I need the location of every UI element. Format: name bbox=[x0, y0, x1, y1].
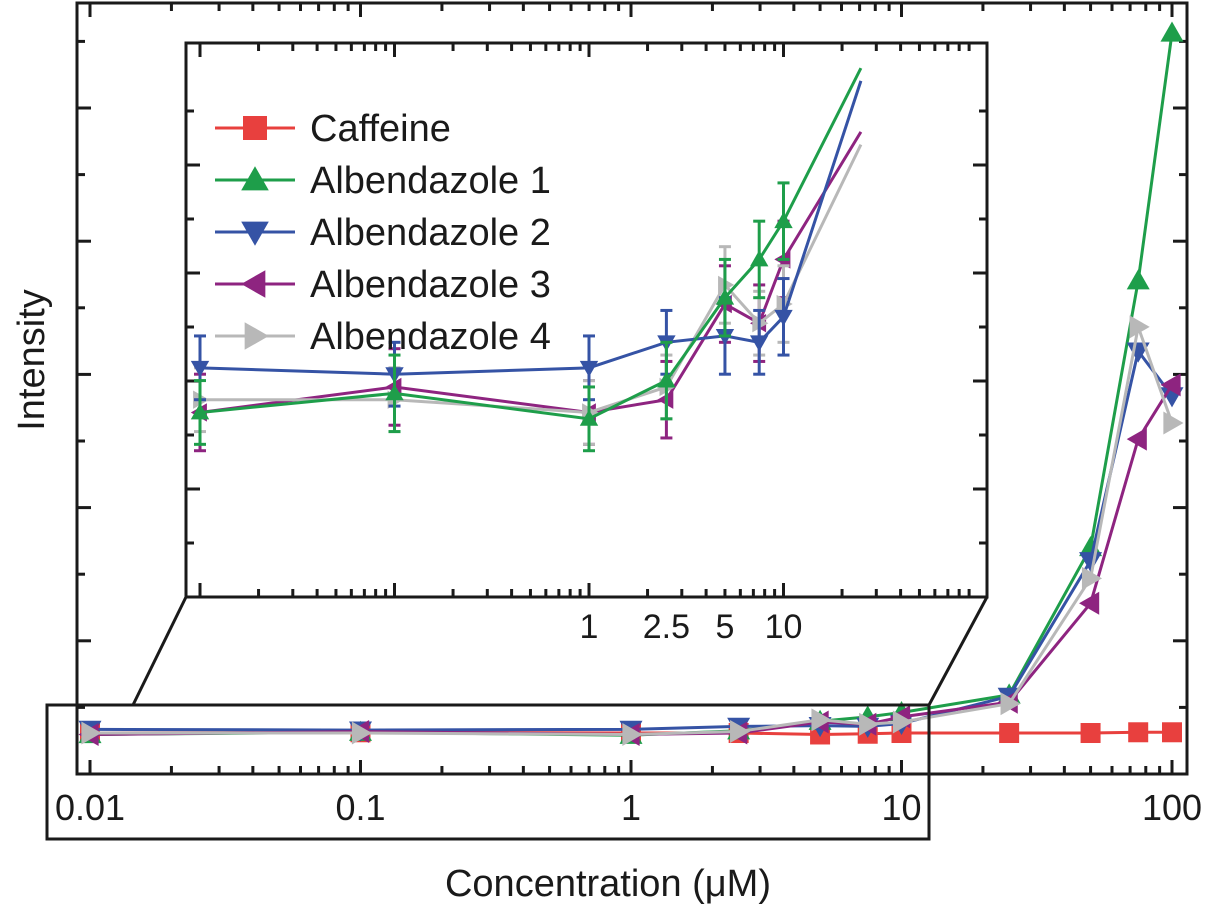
data-point bbox=[351, 721, 372, 745]
legend-item: Albendazole 4 bbox=[215, 316, 551, 358]
inset-x-tick-label: 2.5 bbox=[643, 608, 690, 646]
inset-series-line bbox=[199, 131, 863, 414]
legend-label: Albendazole 3 bbox=[310, 264, 551, 306]
zoom-connector-right bbox=[927, 596, 989, 706]
x-axis-title: Concentration (μM) bbox=[445, 863, 771, 905]
inset-series-albendazole-1 bbox=[190, 67, 863, 453]
x-tick-label: 0.01 bbox=[55, 787, 125, 828]
data-point bbox=[774, 309, 793, 327]
data-point bbox=[241, 221, 269, 246]
data-point bbox=[1163, 411, 1184, 435]
data-point bbox=[1160, 21, 1184, 42]
main-series bbox=[78, 21, 1184, 746]
zoom-connector-left bbox=[131, 596, 188, 706]
data-point bbox=[1000, 692, 1021, 716]
main-plot: 0.01 0.1 1 10 100 bbox=[55, 1, 1202, 828]
data-point bbox=[715, 288, 735, 305]
data-point bbox=[190, 360, 210, 378]
legend-label: Albendazole 1 bbox=[310, 160, 551, 202]
main-x-tick-labels: 0.01 0.1 1 10 100 bbox=[55, 787, 1202, 828]
inset-x-tick-label: 5 bbox=[715, 608, 734, 646]
data-point bbox=[81, 721, 102, 745]
data-point bbox=[1079, 552, 1103, 573]
legend-label: Albendazole 2 bbox=[310, 212, 551, 254]
legend-item: Albendazole 3 bbox=[215, 264, 551, 306]
legend-item: Caffeine bbox=[215, 108, 451, 150]
data-point bbox=[243, 116, 267, 140]
data-point bbox=[1079, 591, 1100, 615]
data-point bbox=[749, 250, 769, 267]
inset-frame bbox=[184, 41, 989, 599]
legend-label: Albendazole 4 bbox=[310, 316, 551, 358]
zoom-region-box bbox=[45, 703, 931, 841]
inset-x-tick-labels: 1 2.5 5 10 bbox=[580, 608, 803, 646]
data-point bbox=[657, 371, 676, 388]
series-albendazole-4 bbox=[81, 315, 1184, 746]
legend: Caffeine Albendazole 1 Albendazole 2 Albend… bbox=[215, 108, 551, 358]
data-point bbox=[859, 712, 880, 736]
data-point bbox=[241, 166, 269, 191]
data-point bbox=[1129, 315, 1150, 339]
data-point bbox=[244, 322, 269, 350]
data-point bbox=[1080, 723, 1101, 744]
y-axis-title: Intensity bbox=[11, 289, 53, 431]
legend-item: Albendazole 1 bbox=[215, 160, 551, 202]
data-point bbox=[385, 384, 404, 401]
data-point bbox=[1162, 722, 1182, 743]
zoom-callout bbox=[45, 596, 989, 841]
data-point bbox=[1128, 722, 1149, 743]
inset-plot: 1 2.5 5 10 Caffeine Albendazole 1 Albendazole… bbox=[184, 41, 989, 646]
data-point bbox=[999, 723, 1020, 744]
inset-x-tick-label: 1 bbox=[580, 608, 599, 646]
data-point bbox=[749, 335, 769, 352]
x-tick-label: 10 bbox=[881, 787, 921, 828]
data-point bbox=[892, 710, 913, 734]
data-point bbox=[811, 708, 832, 732]
inset-x-tick-label: 10 bbox=[765, 608, 803, 646]
data-point bbox=[579, 360, 599, 378]
data-point bbox=[190, 403, 210, 420]
data-point bbox=[1081, 566, 1103, 590]
legend-label: Caffeine bbox=[310, 108, 451, 150]
legend-item: Albendazole 2 bbox=[215, 212, 551, 254]
x-tick-label: 0.1 bbox=[335, 787, 385, 828]
data-point bbox=[1126, 427, 1147, 451]
data-point bbox=[579, 409, 599, 426]
x-tick-label: 1 bbox=[621, 787, 641, 828]
data-point bbox=[774, 211, 793, 229]
inset-background bbox=[186, 43, 987, 597]
data-point bbox=[241, 270, 266, 298]
inset-series bbox=[190, 67, 863, 453]
x-tick-label: 100 bbox=[1142, 787, 1202, 828]
data-point bbox=[1126, 269, 1150, 290]
main-ticks bbox=[77, 3, 1187, 776]
data-point bbox=[622, 722, 643, 746]
data-point bbox=[730, 720, 751, 744]
data-point bbox=[1160, 373, 1181, 397]
